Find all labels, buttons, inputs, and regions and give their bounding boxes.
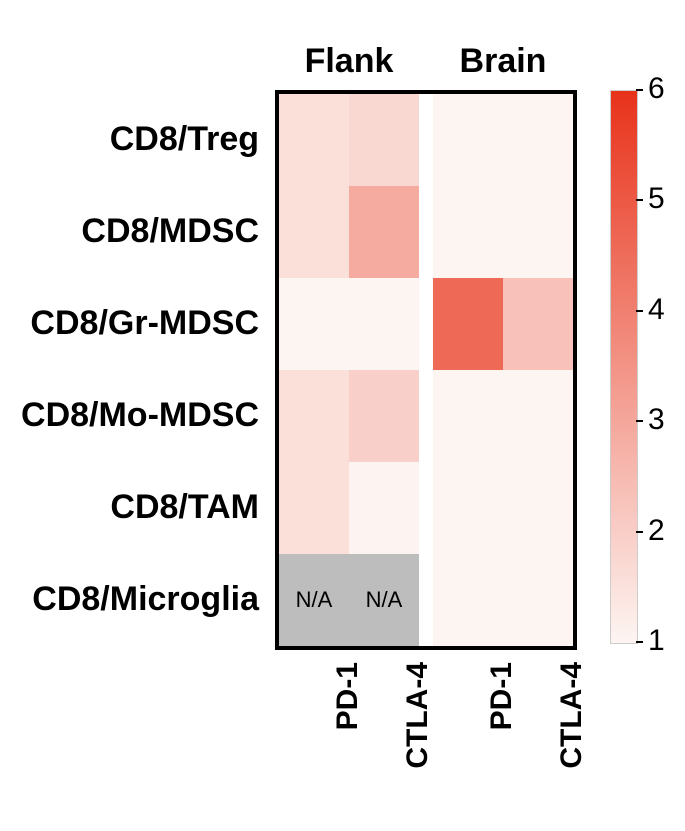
heatmap-cell — [503, 554, 573, 646]
colorbar-tick — [636, 531, 643, 533]
row-label: CD8/Treg — [0, 120, 259, 159]
heatmap-cell — [433, 554, 503, 646]
colorbar-tick-label: 2 — [648, 514, 665, 548]
x-axis-label: PD-1 — [331, 662, 365, 812]
heatmap-figure: Flank Brain CD8/Treg CD8/MDSC CD8/Gr-MDSC C… — [0, 0, 685, 831]
heatmap-cell — [503, 462, 573, 554]
heatmap-cell — [503, 186, 573, 278]
heatmap-cell — [349, 94, 419, 186]
colorbar-tick-label: 6 — [648, 72, 665, 106]
heatmap-cell — [349, 462, 419, 554]
column-group-header: Brain — [433, 42, 573, 81]
x-axis-label: PD-1 — [485, 662, 519, 812]
heatmap-grid: N/AN/A — [275, 90, 577, 650]
heatmap-cell: N/A — [349, 554, 419, 646]
colorbar-tick-label: 4 — [648, 293, 665, 327]
heatmap-cell — [433, 462, 503, 554]
x-axis-label: CTLA-4 — [401, 662, 435, 812]
row-label: CD8/MDSC — [0, 212, 259, 251]
colorbar-tick — [636, 199, 643, 201]
heatmap-cell — [433, 186, 503, 278]
colorbar-tick-label: 3 — [648, 403, 665, 437]
heatmap-cell — [503, 278, 573, 370]
heatmap-cell — [279, 94, 349, 186]
x-axis-label: CTLA-4 — [555, 662, 589, 812]
row-label: CD8/Mo-MDSC — [0, 396, 259, 435]
heatmap-cell — [279, 462, 349, 554]
heatmap-cell — [433, 278, 503, 370]
heatmap-cell — [349, 278, 419, 370]
colorbar-gradient — [610, 90, 638, 644]
heatmap-cell — [503, 370, 573, 462]
heatmap-cell — [433, 94, 503, 186]
heatmap-cell — [433, 370, 503, 462]
heatmap-cell — [279, 278, 349, 370]
colorbar-tick — [636, 641, 643, 643]
colorbar-tick — [636, 89, 643, 91]
heatmap-cell — [349, 370, 419, 462]
colorbar-tick — [636, 420, 643, 422]
row-label: CD8/Microglia — [0, 580, 259, 619]
column-group-header: Flank — [279, 42, 419, 81]
row-label: CD8/Gr-MDSC — [0, 304, 259, 343]
colorbar-tick-label: 5 — [648, 182, 665, 216]
heatmap-cell: N/A — [279, 554, 349, 646]
heatmap-cell — [279, 186, 349, 278]
group-gap — [419, 94, 433, 646]
colorbar-tick-label: 1 — [648, 624, 665, 658]
row-label: CD8/TAM — [0, 488, 259, 527]
colorbar-tick — [636, 310, 643, 312]
heatmap-cell — [349, 186, 419, 278]
heatmap-cell — [279, 370, 349, 462]
heatmap-cell — [503, 94, 573, 186]
